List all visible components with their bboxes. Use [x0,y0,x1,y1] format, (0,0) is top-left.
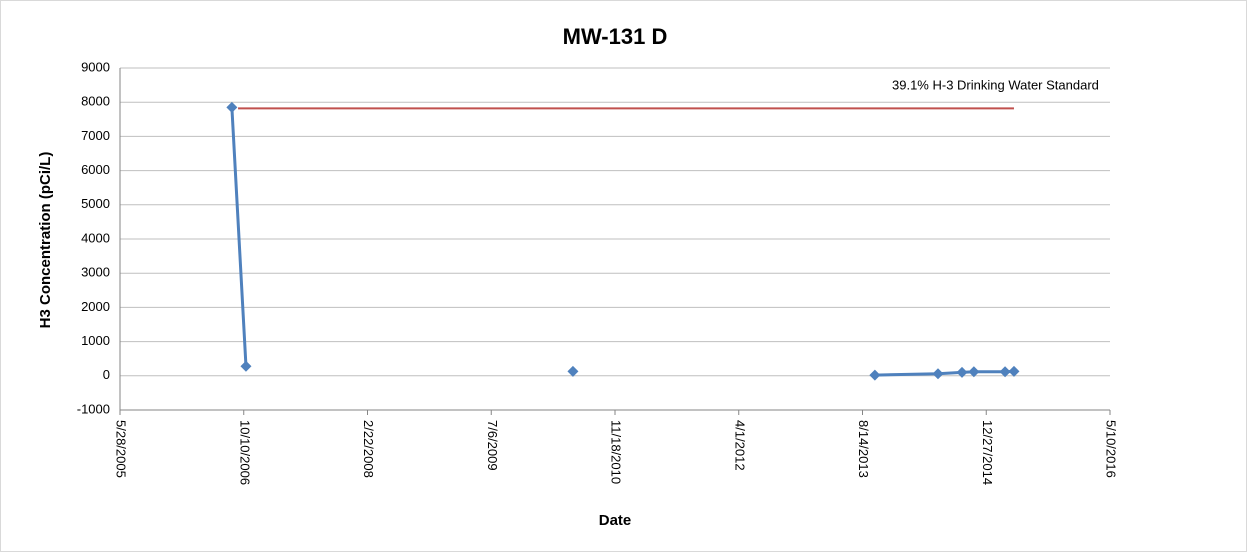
data-point [1008,365,1020,377]
data-point [240,360,252,372]
x-tick-label: 10/10/2006 [237,420,252,485]
x-tick-label: 2/22/2008 [361,420,376,478]
y-axis-title: H3 Concentration (pCi/L) [37,152,54,329]
y-tick-label: 2000 [81,299,110,314]
data-point [999,366,1011,378]
data-point [968,366,980,378]
x-axis-title: Date [599,512,632,529]
x-tick-label: 12/27/2014 [980,420,995,485]
y-tick-label: 3000 [81,265,110,280]
y-tick-label: 6000 [81,162,110,177]
data-point [869,369,881,381]
y-tick-label: -1000 [77,401,110,416]
chart-title: MW-131 D [563,24,668,49]
y-tick-label: 0 [103,367,110,382]
x-tick-label: 7/6/2009 [485,420,500,471]
x-tick-label: 8/14/2013 [856,420,871,478]
y-tick-label: 9000 [81,59,110,74]
y-tick-label: 4000 [81,230,110,245]
x-tick-label: 11/18/2010 [609,420,624,484]
y-tick-label: 7000 [81,128,110,143]
y-tick-label: 5000 [81,196,110,211]
data-point [956,366,968,378]
x-tick-label: 4/1/2012 [732,420,747,471]
data-point [567,365,579,377]
x-tick-label: 5/10/2016 [1104,420,1119,478]
reference-label: 39.1% H-3 Drinking Water Standard [892,77,1099,92]
data-point [932,368,944,380]
data-point [226,101,238,113]
x-tick-label: 5/28/2005 [114,420,129,478]
y-tick-label: 8000 [81,94,110,109]
y-tick-label: 1000 [81,333,110,348]
